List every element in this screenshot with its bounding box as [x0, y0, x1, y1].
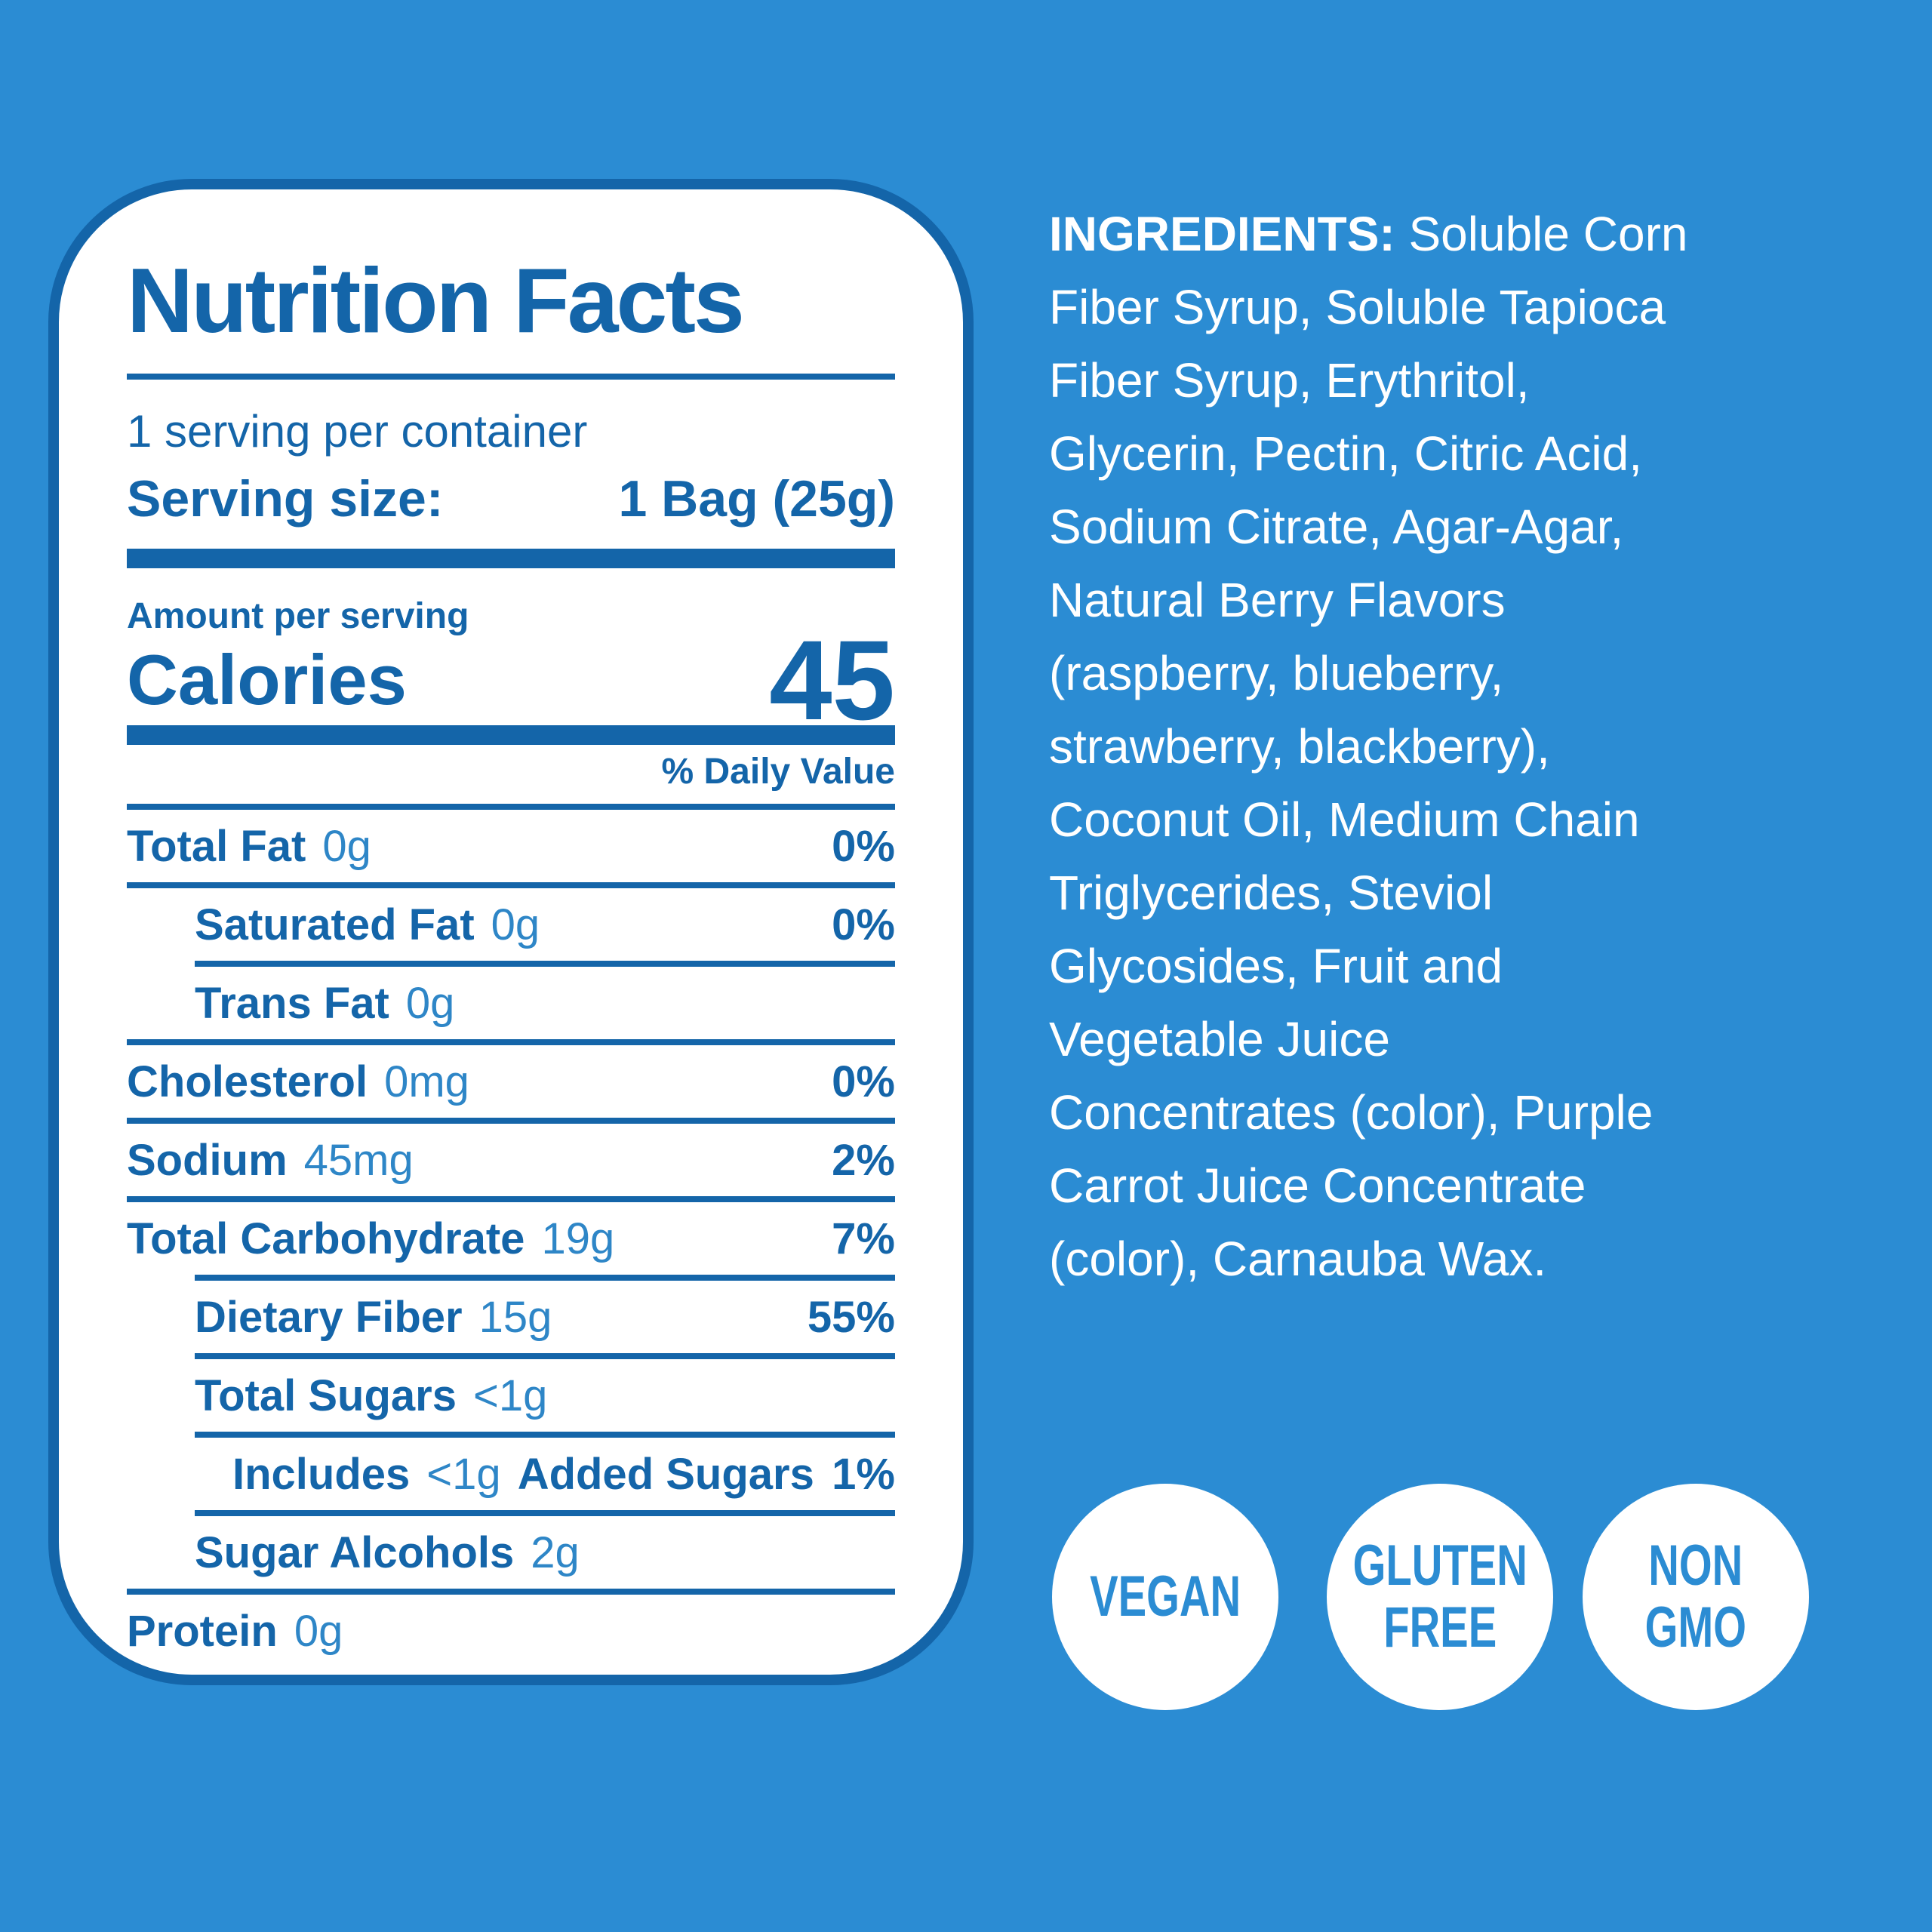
nutrient-row: Sugar Alcohols 2g — [127, 1516, 895, 1589]
row-divider — [195, 1510, 895, 1516]
nutrient-amount: 45mg — [303, 1135, 414, 1185]
badge-label: VEGAN — [1089, 1564, 1241, 1629]
ingredients-line: Triglycerides, Steviol — [1049, 866, 1494, 920]
nutrient-label: Total Fat — [127, 821, 306, 871]
panel-title: Nutrition Facts — [127, 249, 745, 352]
nutrient-amount: 19g — [541, 1214, 615, 1263]
row-divider — [127, 1118, 895, 1124]
ingredients-line: (color), Carnauba Wax. — [1049, 1232, 1547, 1286]
calories-label: Calories — [127, 640, 407, 719]
row-divider — [127, 804, 895, 810]
nutrient-row: Sodium 45mg 2% — [127, 1124, 895, 1196]
ingredients-line: Fiber Syrup, Soluble Tapioca — [1049, 280, 1666, 334]
servings-per-container: 1 serving per container — [127, 406, 588, 457]
nutrient-label: Saturated Fat — [195, 900, 475, 949]
badge-vegan: VEGAN — [1052, 1484, 1278, 1710]
ingredients-line: Sodium Citrate, Agar-Agar, — [1049, 500, 1624, 554]
badge-gluten-free: GLUTEN FREE — [1327, 1484, 1553, 1710]
nutrient-amount: 0mg — [384, 1057, 469, 1106]
row-divider — [127, 1039, 895, 1045]
nutrient-label: Added Sugars — [517, 1449, 814, 1499]
nutrient-daily-value: 1% — [832, 1449, 895, 1499]
badge-label: GLUTEN FREE — [1352, 1534, 1527, 1660]
nutrient-label: Dietary Fiber — [195, 1292, 463, 1342]
nutrient-rows: Total Fat 0g 0% Saturated Fat 0g 0% Trans Fat 0… — [127, 804, 895, 1667]
ingredients-line: strawberry, blackberry), — [1049, 719, 1550, 774]
nutrient-amount: <1g — [472, 1371, 548, 1420]
nutrient-row: Dietary Fiber 15g 55% — [127, 1281, 895, 1353]
nutrient-amount: <1g — [426, 1449, 501, 1499]
row-divider — [127, 882, 895, 888]
nutrient-row: Saturated Fat 0g 0% — [127, 888, 895, 961]
nutrient-row: Total Fat 0g 0% — [127, 810, 895, 882]
ingredients-line: Glycerin, Pectin, Citric Acid, — [1049, 426, 1642, 481]
row-divider — [195, 1275, 895, 1281]
nutrient-row: Includes <1g Added Sugars 1% — [127, 1438, 895, 1510]
nutrient-amount: 0g — [322, 821, 371, 871]
thick-bar-top — [127, 549, 895, 568]
ingredients-line: Natural Berry Flavors — [1049, 573, 1506, 627]
serving-size-label: Serving size: — [127, 470, 444, 528]
nutrient-row: Trans Fat 0g — [127, 967, 895, 1039]
nutrient-row: Cholesterol 0mg 0% — [127, 1045, 895, 1118]
ingredients-line: Carrot Juice Concentrate — [1049, 1158, 1586, 1213]
ingredients-line: Fiber Syrup, Erythritol, — [1049, 353, 1530, 408]
badge-non-gmo: NON GMO — [1583, 1484, 1809, 1710]
ingredients-line: Concentrates (color), Purple — [1049, 1085, 1654, 1140]
nutrient-row: Total Carbohydrate 19g 7% — [127, 1202, 895, 1275]
ingredients-heading: INGREDIENTS: — [1049, 207, 1395, 261]
row-divider — [195, 1353, 895, 1359]
nutrient-label: Sugar Alcohols — [195, 1527, 515, 1577]
nutrient-amount: 2g — [531, 1527, 580, 1577]
ingredients-line: Glycosides, Fruit and — [1049, 939, 1503, 993]
nutrition-facts-panel: Nutrition Facts 1 serving per container … — [48, 179, 974, 1685]
nutrient-label: Includes — [232, 1449, 411, 1499]
ingredients-line: Vegetable Juice — [1049, 1012, 1390, 1066]
nutrient-amount: 0g — [294, 1606, 343, 1656]
badge-label: NON GMO — [1644, 1534, 1747, 1660]
row-divider — [195, 1432, 895, 1438]
row-divider — [127, 1589, 895, 1595]
calories-value: 45 — [769, 617, 895, 743]
serving-size-row: Serving size: 1 Bag (25g) — [127, 467, 895, 531]
serving-size-value: 1 Bag (25g) — [618, 470, 895, 528]
nutrient-amount: 0g — [405, 978, 455, 1028]
nutrient-label: Trans Fat — [195, 978, 389, 1028]
nutrient-row: Total Sugars <1g — [127, 1359, 895, 1432]
nutrient-daily-value: 0% — [832, 821, 895, 871]
nutrient-daily-value: 7% — [832, 1214, 895, 1263]
ingredients-line: Coconut Oil, Medium Chain — [1049, 792, 1640, 847]
ingredients-line: INGREDIENTS: Soluble Corn — [1049, 207, 1688, 261]
nutrient-label: Total Sugars — [195, 1371, 457, 1420]
nutrient-label: Protein — [127, 1606, 278, 1656]
nutrient-daily-value: 55% — [807, 1292, 895, 1342]
row-divider — [195, 961, 895, 967]
nutrient-label: Total Carbohydrate — [127, 1214, 525, 1263]
ingredients-line: (raspberry, blueberry, — [1049, 646, 1504, 700]
nutrient-label: Sodium — [127, 1135, 288, 1185]
nutrient-amount: 0g — [491, 900, 540, 949]
nutrient-amount: 15g — [478, 1292, 552, 1342]
nutrient-daily-value: 0% — [832, 900, 895, 949]
nutrient-label: Cholesterol — [127, 1057, 368, 1106]
nutrient-daily-value: 2% — [832, 1135, 895, 1185]
calories-row: Calories 45 — [127, 623, 895, 737]
nutrient-row: Protein 0g — [127, 1595, 895, 1667]
daily-value-header: % Daily Value — [661, 752, 896, 792]
amount-per-serving-label: Amount per serving — [127, 596, 469, 636]
title-divider — [127, 374, 895, 380]
thick-bar-bottom — [127, 725, 895, 745]
ingredients-section: INGREDIENTS: Soluble Corn Fiber Syrup, So… — [1049, 198, 1879, 1296]
nutrient-daily-value: 0% — [832, 1057, 895, 1106]
row-divider — [127, 1196, 895, 1202]
